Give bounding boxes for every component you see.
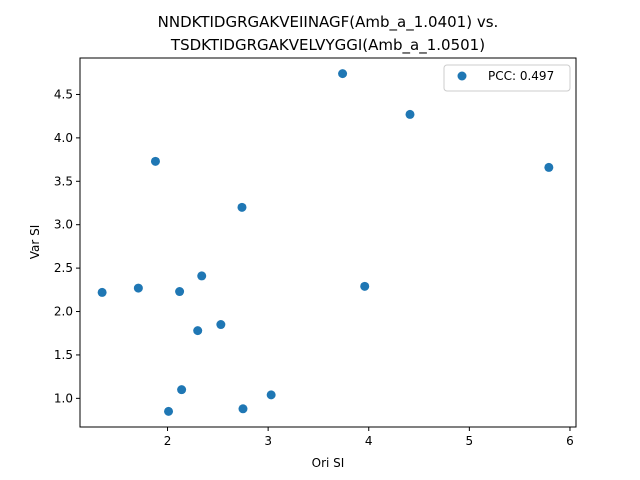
x-tick-label: 2 [164, 434, 172, 448]
scatter-point [197, 271, 207, 281]
scatter-point [150, 156, 160, 166]
y-tick-label: 2.5 [54, 261, 73, 275]
chart-title-line-2: TSDKTIDGRGAKVELVYGGI(Amb_a_1.0501) [170, 36, 485, 55]
plot-area-frame [79, 57, 577, 428]
y-tick-label: 3.5 [54, 174, 73, 188]
scatter-point [216, 320, 226, 330]
data-points [97, 69, 554, 416]
scatter-point [360, 281, 370, 291]
x-tick-label: 5 [466, 434, 474, 448]
y-tick-label: 1.0 [54, 391, 73, 405]
y-tick-label: 4.5 [54, 87, 73, 101]
y-tick-label: 3.0 [54, 218, 73, 232]
scatter-point [133, 283, 143, 293]
scatter-point [266, 390, 276, 400]
chart-title-line-1: NNDKTIDGRGAKVEIINAGF(Amb_a_1.0401) vs. [158, 13, 499, 32]
scatter-point [238, 404, 248, 414]
x-tick-label: 3 [264, 434, 272, 448]
scatter-point [177, 385, 187, 395]
scatter-point [175, 287, 185, 297]
scatter-point [338, 69, 348, 79]
scatter-point [405, 109, 415, 119]
axis-ticks: 2 3 4 5 6 1.0 1.5 2.0 2.5 3.0 3.5 4.0 4.5 [54, 87, 574, 448]
y-tick-label: 4.0 [54, 131, 73, 145]
x-axis-label: Ori SI [312, 456, 345, 470]
scatter-point [164, 406, 174, 416]
legend-marker [457, 71, 467, 81]
scatter-point [544, 162, 554, 172]
legend-box [443, 64, 571, 92]
y-tick-label: 2.0 [54, 305, 73, 319]
legend: PCC: 0.497 [443, 64, 571, 92]
y-tick-label: 1.5 [54, 348, 73, 362]
x-tick-label: 4 [365, 434, 373, 448]
legend-label: PCC: 0.497 [488, 69, 554, 83]
scatter-point [193, 326, 203, 336]
scatter-point [97, 287, 107, 297]
x-tick-label: 6 [566, 434, 574, 448]
scatter-point [237, 202, 247, 212]
y-axis-label: Var SI [28, 225, 42, 260]
